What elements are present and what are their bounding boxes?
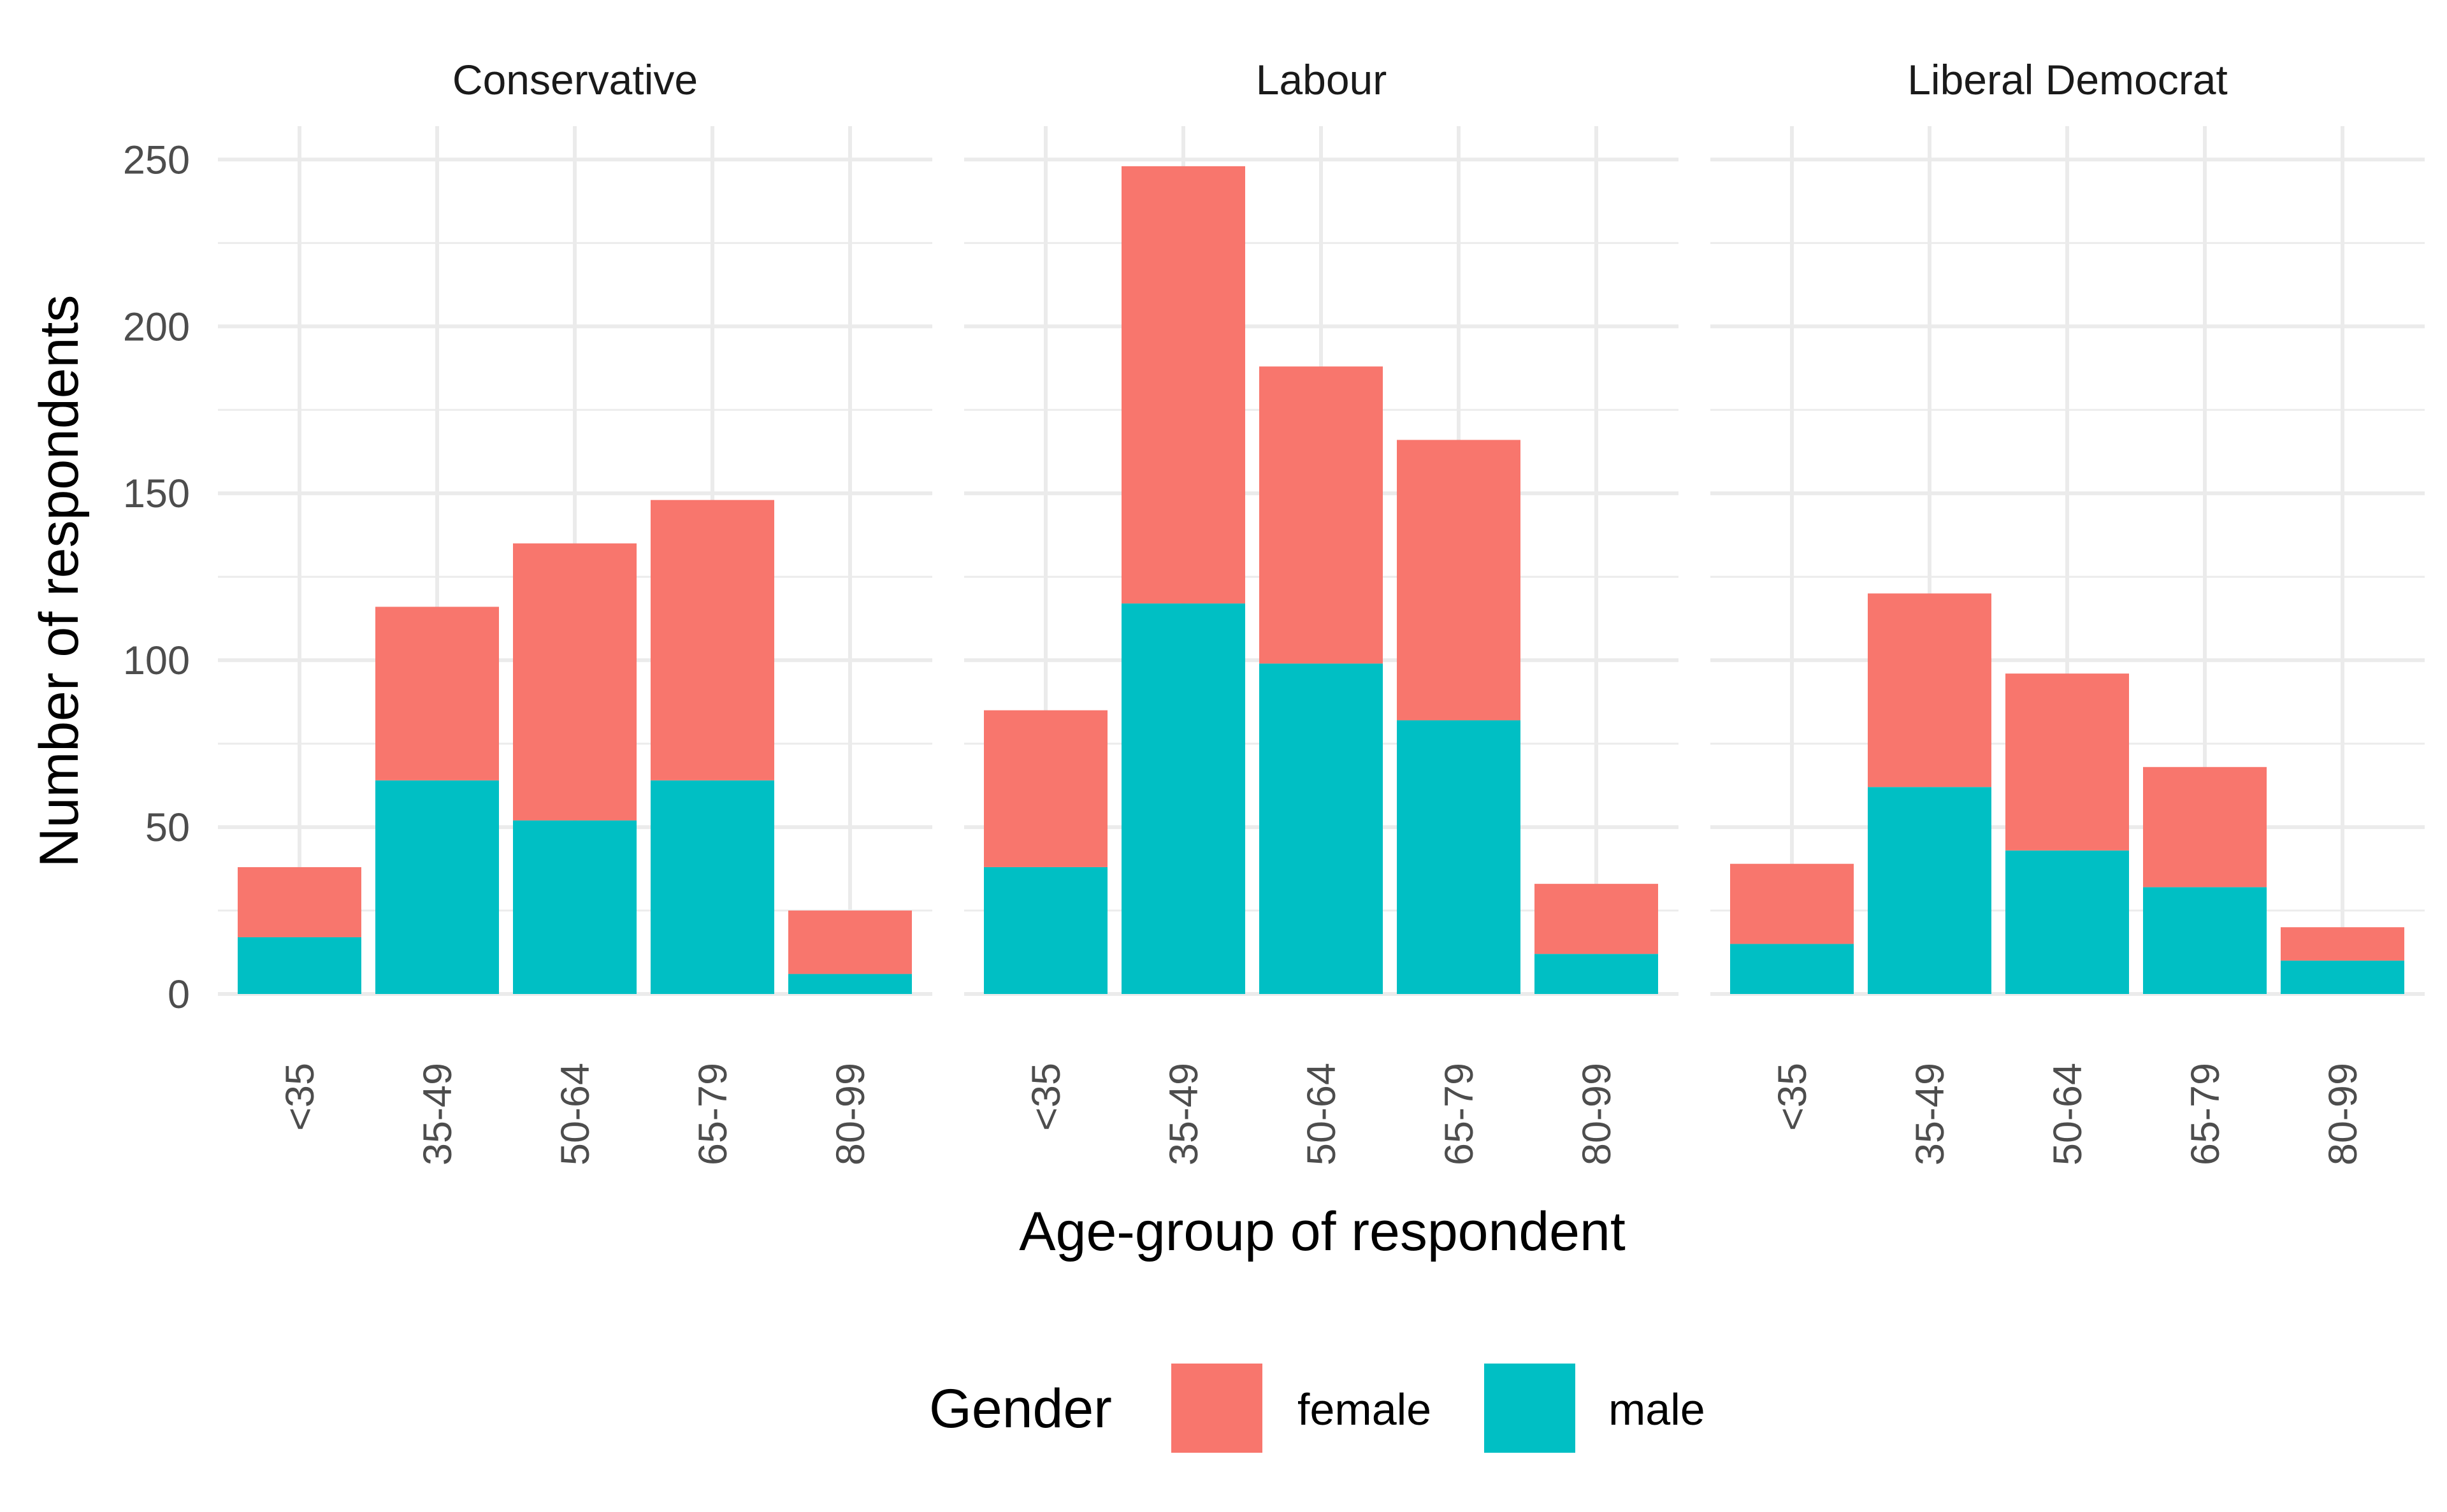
x-tick-label: 65-79 xyxy=(1437,1063,1482,1165)
bar-female xyxy=(1122,166,1245,604)
x-axis-title: Age-group of respondent xyxy=(1019,1201,1626,1262)
x-tick-label: 80-99 xyxy=(1575,1063,1619,1165)
legend-swatch-female xyxy=(1171,1364,1262,1453)
bar-female xyxy=(238,867,361,937)
x-tick-label: 50-64 xyxy=(553,1063,598,1165)
bar-male xyxy=(1868,787,1991,994)
y-tick-label: 50 xyxy=(145,805,190,850)
legend-swatch-male xyxy=(1484,1364,1575,1453)
bar-male xyxy=(788,974,912,994)
bar-male xyxy=(375,780,499,994)
facet-title: Labour xyxy=(1256,56,1387,103)
bars xyxy=(238,166,2404,994)
legend: Gender female male xyxy=(929,1364,1705,1453)
bar-female xyxy=(1397,440,1520,721)
x-tick-label: 35-49 xyxy=(1908,1063,1953,1165)
x-tick-label: 35-49 xyxy=(415,1063,460,1165)
bar-female xyxy=(1868,593,1991,788)
bar-male xyxy=(984,867,1108,994)
bar-male xyxy=(1730,944,1854,994)
bar-male xyxy=(1534,954,1658,994)
bar-female xyxy=(1259,366,1383,664)
bar-female xyxy=(2005,673,2129,851)
x-tick-label: <35 xyxy=(278,1063,322,1131)
bar-male xyxy=(2005,850,2129,994)
x-tick-label: 80-99 xyxy=(2321,1063,2365,1165)
bar-female xyxy=(1534,884,1658,954)
x-tick-label: 65-79 xyxy=(691,1063,735,1165)
y-tick-label: 200 xyxy=(123,305,190,349)
bar-male xyxy=(1122,603,1245,994)
bar-male xyxy=(1397,720,1520,994)
bar-female xyxy=(375,607,499,781)
x-tick-label: 65-79 xyxy=(2183,1063,2228,1165)
x-tick-label: <35 xyxy=(1024,1063,1069,1131)
x-tick-label: 50-64 xyxy=(2046,1063,2090,1165)
legend-label-female: female xyxy=(1297,1385,1431,1434)
y-tick-label: 100 xyxy=(123,638,190,683)
labels: 0 50 100 150 200 250 Conservative <35 35-49 50-64… xyxy=(123,56,2365,1165)
legend-title: Gender xyxy=(929,1378,1112,1439)
bar-male xyxy=(2281,960,2404,994)
x-tick-label: 50-64 xyxy=(1299,1063,1344,1165)
bar-female xyxy=(2143,767,2267,888)
bar-female xyxy=(788,911,912,974)
bar-male xyxy=(238,937,361,994)
x-tick-label: <35 xyxy=(1770,1063,1815,1131)
x-tick-label: 35-49 xyxy=(1162,1063,1206,1165)
bar-female xyxy=(513,543,637,821)
facet-title: Liberal Democrat xyxy=(1907,56,2228,103)
y-tick-label: 250 xyxy=(123,138,190,182)
bar-female xyxy=(651,500,774,781)
x-tick-label: 80-99 xyxy=(828,1063,873,1165)
y-tick-label: 0 xyxy=(168,972,190,1017)
bar-male xyxy=(651,780,774,994)
bar-female xyxy=(2281,927,2404,961)
legend-label-male: male xyxy=(1608,1385,1705,1434)
bar-female xyxy=(984,710,1108,867)
bar-male xyxy=(513,820,637,994)
bar-female xyxy=(1730,863,1854,944)
bar-male xyxy=(1259,663,1383,994)
y-axis-title: Number of respondents xyxy=(29,295,90,868)
y-tick-label: 150 xyxy=(123,472,190,516)
bar-male xyxy=(2143,887,2267,994)
facet-title: Conservative xyxy=(452,56,698,103)
